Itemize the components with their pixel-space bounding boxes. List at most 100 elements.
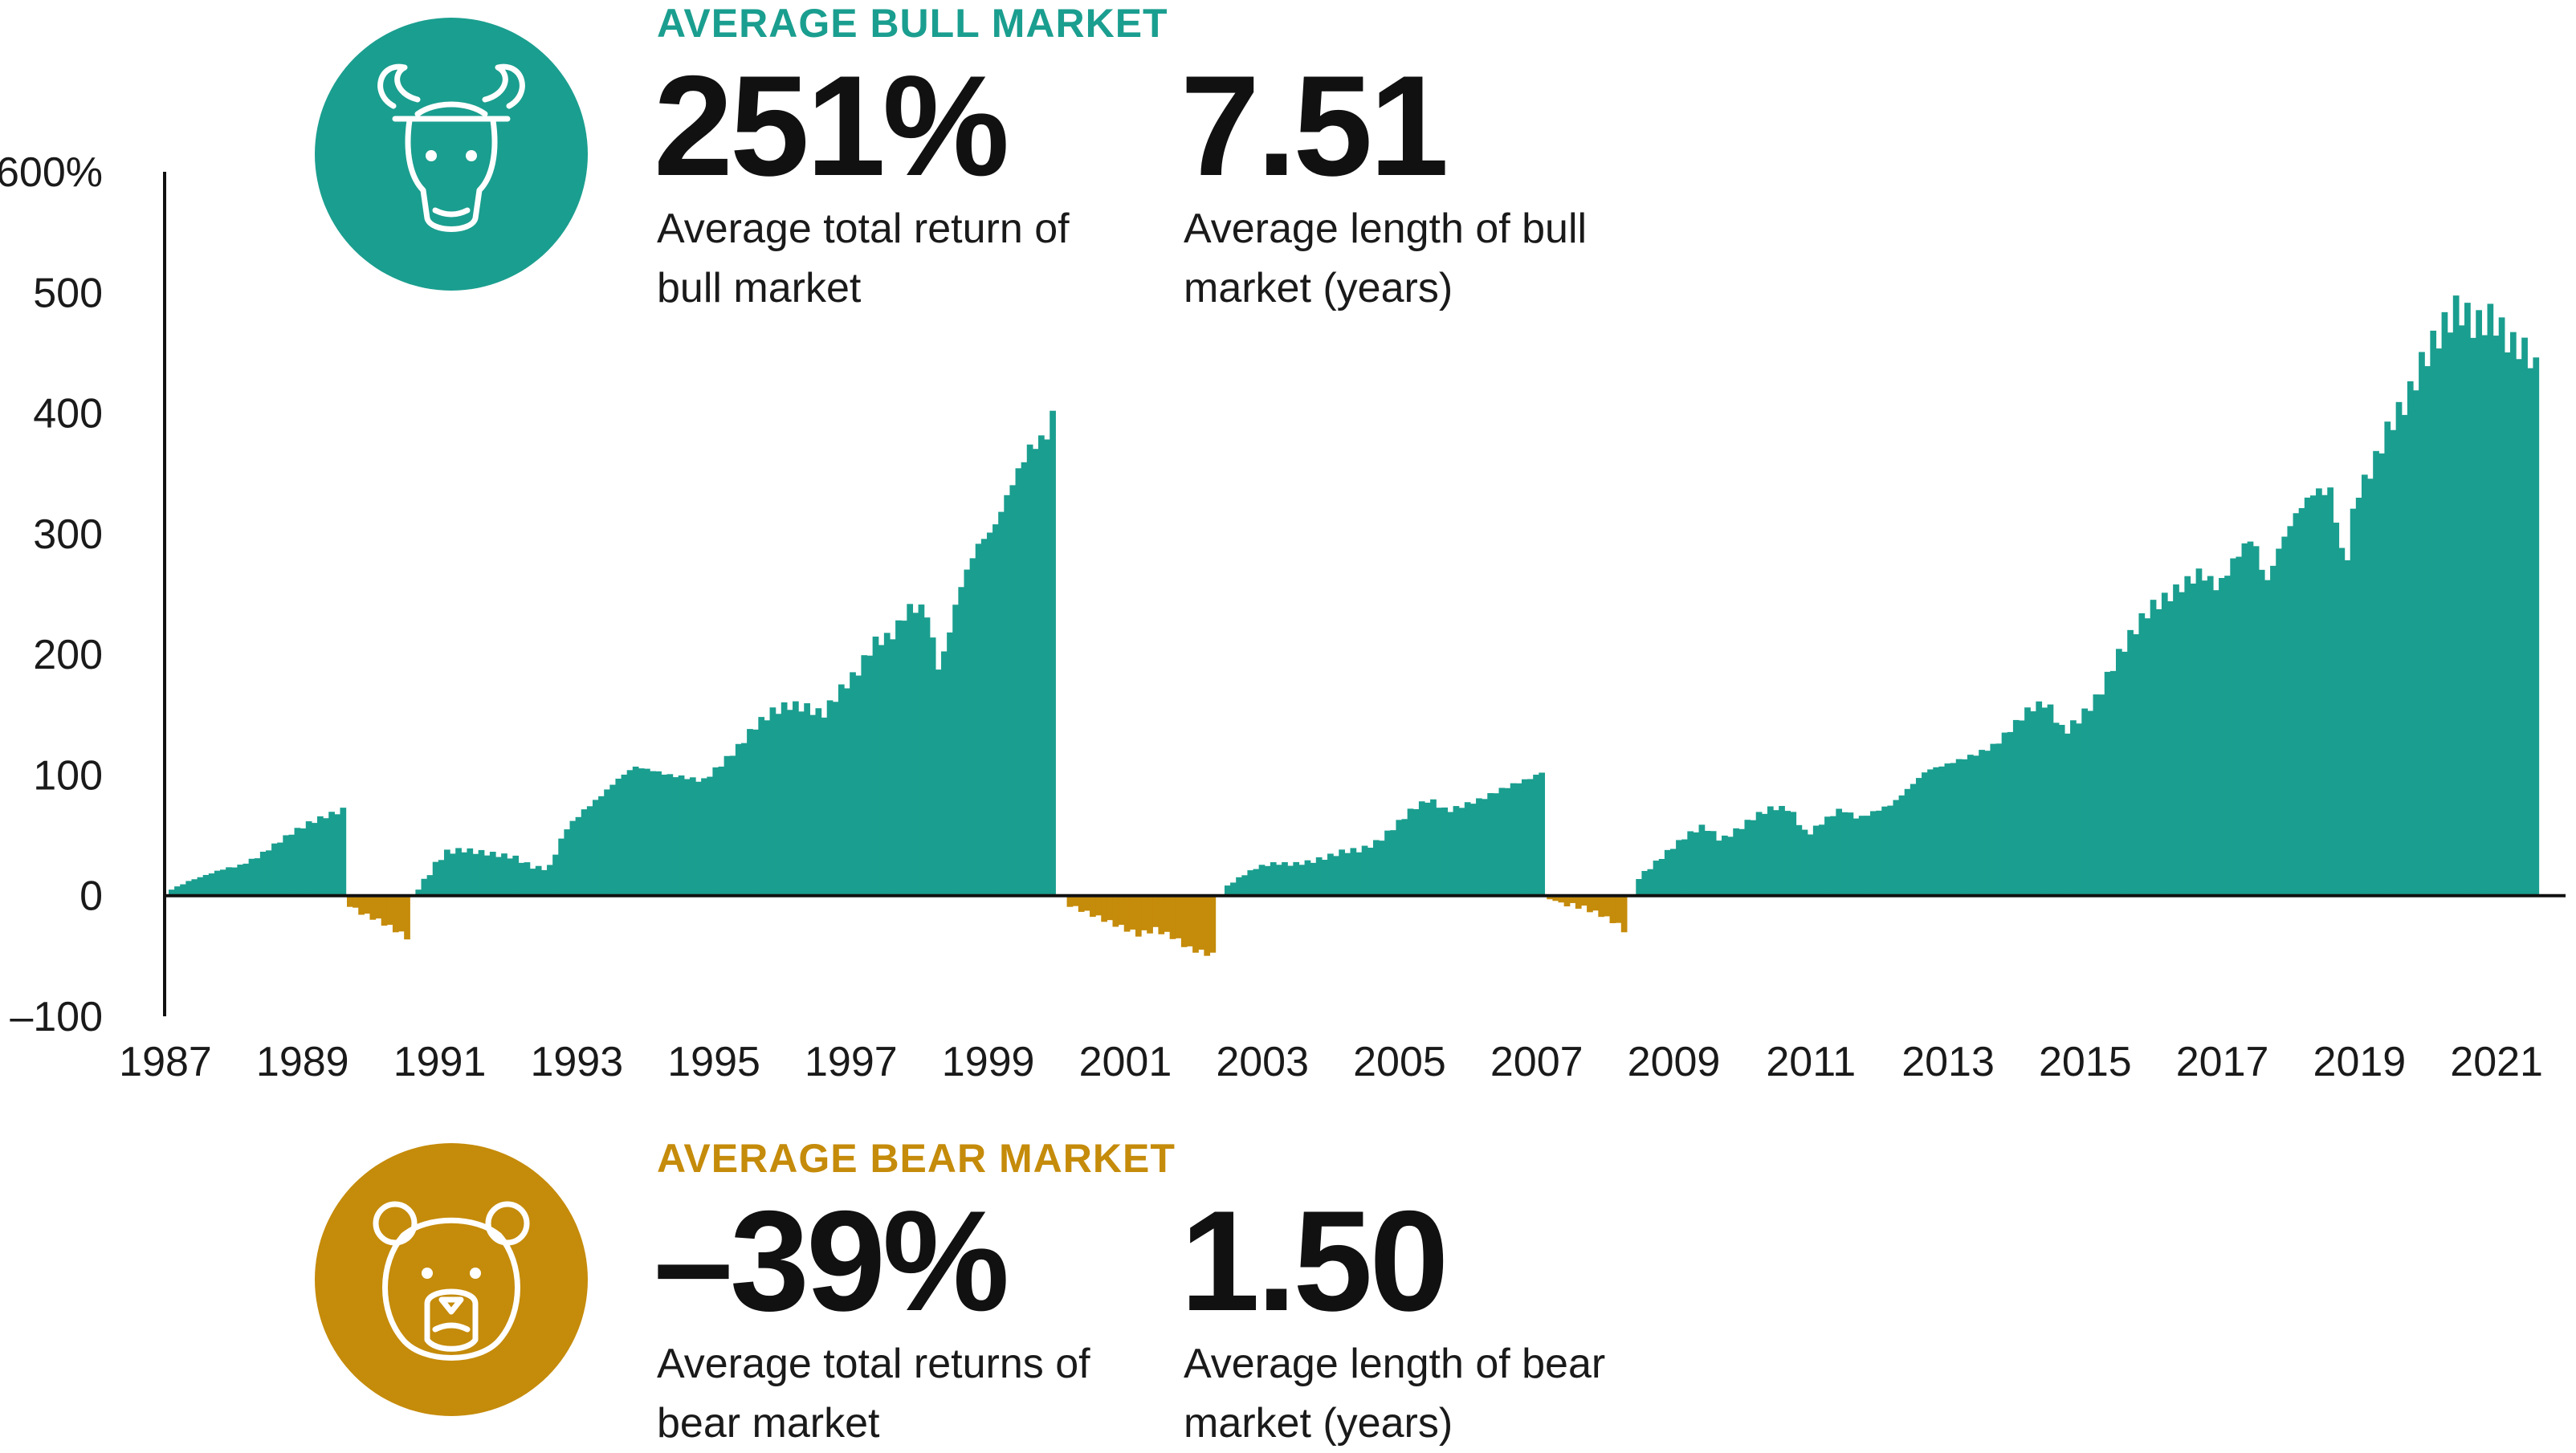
bull-bar <box>844 688 850 896</box>
bull-bar <box>644 768 650 896</box>
bull-bar <box>793 701 799 896</box>
bull-bar <box>294 828 301 896</box>
bull-bar <box>2241 543 2248 896</box>
bull-bar <box>1050 410 1056 896</box>
bull-badge <box>315 18 588 291</box>
bull-bar <box>2395 401 2403 896</box>
bull-bar <box>1287 865 1294 896</box>
bull-bar <box>214 870 221 896</box>
bull-bar <box>243 863 250 896</box>
bear-bar <box>1609 895 1616 923</box>
bull-bar <box>2207 576 2214 896</box>
bull-bar <box>169 889 175 896</box>
bull-bar <box>1004 495 1011 896</box>
bull-bar <box>941 651 948 896</box>
bull-length-value: 7.51 <box>1180 46 1449 206</box>
bars <box>169 295 2540 956</box>
x-tick-label: 2007 <box>1490 1039 1584 1085</box>
bull-bar <box>586 806 593 896</box>
bull-bar <box>317 816 324 896</box>
bull-bar <box>1779 805 1785 896</box>
x-tick-label: 2009 <box>1628 1039 1721 1085</box>
bull-bar <box>964 569 971 896</box>
bull-bar <box>220 869 226 896</box>
bear-bar <box>1112 895 1119 927</box>
bull-bar <box>2481 335 2488 896</box>
bull-bar <box>547 865 553 896</box>
bull-bar <box>1898 795 1906 896</box>
bull-bar <box>1807 834 1814 896</box>
bull-bar <box>1870 811 1877 896</box>
bull-bar <box>328 812 335 896</box>
bear-bar <box>1209 895 1217 953</box>
bear-bar <box>1175 895 1182 938</box>
bull-bar <box>621 774 628 896</box>
bear-bar <box>1095 895 1102 916</box>
bear-bar <box>1123 895 1131 932</box>
bull-bar <box>592 800 599 896</box>
bear-bar <box>1592 895 1599 911</box>
bull-bar <box>947 632 953 896</box>
bull-bar <box>1032 449 1039 896</box>
bull-bar <box>2155 608 2162 896</box>
bull-bar <box>2344 560 2351 896</box>
bull-bar <box>2252 546 2260 896</box>
bull-bar <box>2150 600 2157 896</box>
bull-bar <box>1853 818 1860 896</box>
bull-bar <box>2464 303 2471 896</box>
bull-bar <box>426 875 434 896</box>
bull-bar <box>2219 577 2225 896</box>
bull-bar <box>305 821 312 896</box>
bull-bar <box>701 778 707 896</box>
bear-bar <box>1192 895 1199 953</box>
bull-bar <box>1664 849 1671 896</box>
bull-bar <box>2476 310 2482 896</box>
bull-bar <box>1504 788 1511 896</box>
bull-bar <box>650 771 656 896</box>
bull-bar <box>1858 816 1865 896</box>
bull-bar <box>1710 831 1717 896</box>
bear-bar <box>392 895 399 933</box>
bull-bar <box>174 886 181 896</box>
bear-bar <box>1090 895 1096 918</box>
bull-bar <box>1904 788 1911 896</box>
bull-bar <box>191 879 198 896</box>
bull-bar <box>1955 759 1963 896</box>
bull-bar <box>1298 865 1306 896</box>
y-tick-label: –100 <box>10 994 103 1040</box>
bull-bar <box>2527 368 2534 896</box>
bull-bar <box>569 820 577 896</box>
bull-bar <box>2309 495 2317 896</box>
x-tick-label: 2017 <box>2176 1039 2269 1085</box>
bull-bar <box>1384 830 1391 896</box>
bull-bar <box>2212 590 2219 896</box>
bull-bar <box>1224 885 1231 896</box>
bear-bar <box>347 895 353 907</box>
bull-bar <box>2001 732 2008 896</box>
bull-bar <box>2047 704 2054 896</box>
bull-bar <box>1315 857 1323 896</box>
bull-bar <box>1910 783 1917 896</box>
bull-bar <box>2019 720 2025 896</box>
bull-bar <box>821 717 828 896</box>
bull-bar <box>507 858 513 896</box>
bull-bar <box>472 853 479 896</box>
bear-bar <box>1101 895 1107 922</box>
bull-bar <box>197 877 204 896</box>
bull-bar <box>1715 840 1722 896</box>
bull-bar <box>558 838 565 896</box>
bull-bar <box>415 889 422 896</box>
bull-bar <box>208 873 215 896</box>
bull-bar <box>1236 877 1242 896</box>
bull-bar <box>2430 330 2437 896</box>
bull-bar <box>265 850 272 896</box>
bull-bar <box>723 755 731 896</box>
bull-bar <box>832 702 839 896</box>
bull-bar <box>2133 634 2140 896</box>
x-tick-label: 2015 <box>2039 1039 2132 1085</box>
bear-bar <box>375 895 382 919</box>
bull-bar <box>872 637 879 896</box>
bull-bar <box>969 558 976 896</box>
bull-bar <box>632 766 639 896</box>
bull-bar <box>288 834 296 896</box>
